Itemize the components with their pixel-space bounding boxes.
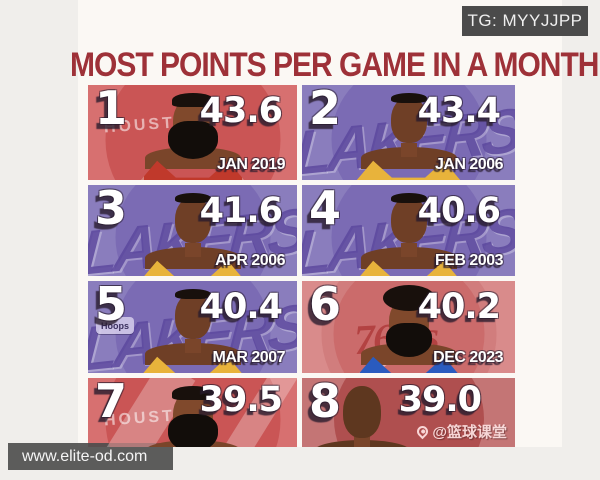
avatar-shoulders — [144, 343, 241, 365]
avatar-beard — [385, 323, 432, 357]
avatar-beard — [167, 121, 218, 159]
ppg-value: 41.6 — [199, 191, 283, 231]
tg-channel-badge: TG: MYYJJPP — [462, 6, 588, 36]
credit-watermark-text: @篮球课堂 — [432, 424, 507, 441]
rank-card-8: 8 39.0 @篮球课堂 — [302, 378, 515, 447]
hoops-badge: Hoops — [96, 317, 134, 334]
avatar-hair — [382, 285, 435, 311]
player-photo-kobe — [349, 191, 469, 276]
rank-card-1: HOUST 1 43.6 JAN 2019 — [88, 85, 297, 180]
avatar-neck — [400, 143, 417, 157]
avatar-shoulders — [144, 247, 241, 269]
avatar-neck — [184, 243, 201, 257]
rank-number: 3 — [95, 185, 128, 235]
month-label: APR 2006 — [215, 252, 285, 269]
ppg-value: 39.5 — [199, 380, 283, 420]
rank-card-2: LAKERS 2 43.4 JAN 2006 — [302, 85, 515, 180]
ppg-value: 40.4 — [199, 287, 283, 327]
site-watermark-badge: www.elite-od.com — [8, 443, 173, 470]
rank-number: 7 — [95, 378, 128, 428]
weibo-eye-icon — [415, 423, 431, 440]
ppg-value: 43.6 — [199, 91, 283, 131]
rank-number: 6 — [309, 281, 342, 331]
avatar-hair — [174, 289, 211, 299]
rank-number: 8 — [309, 378, 342, 428]
avatar-head — [390, 97, 427, 143]
ppg-value: 40.6 — [417, 191, 501, 231]
rank-card-7: HOUST 7 39.5 — [88, 378, 297, 447]
month-label: JAN 2019 — [216, 156, 286, 173]
avatar-hair — [174, 193, 211, 203]
avatar-head — [342, 386, 381, 438]
rank-number: 4 — [309, 185, 342, 235]
month-label: MAR 2007 — [212, 349, 286, 366]
page-title: MOST POINTS PER GAME IN A MONTH — [70, 46, 599, 84]
avatar-head — [174, 197, 211, 243]
player-photo-kobe — [349, 91, 469, 180]
rank-number: 5 — [95, 281, 128, 331]
avatar-neck — [400, 243, 417, 257]
rank-card-3: LAKERS 3 41.6 APR 2006 — [88, 185, 297, 276]
avatar-shoulders — [360, 147, 457, 169]
player-photo-kobe — [133, 191, 253, 276]
avatar-head — [390, 197, 427, 243]
player-photo-jordan — [302, 384, 422, 447]
avatar-beard — [167, 414, 218, 447]
avatar-shoulders — [360, 247, 457, 269]
site-watermark-text: www.elite-od.com — [22, 447, 148, 465]
month-label: DEC 2023 — [433, 349, 503, 366]
avatar-hair — [171, 93, 214, 107]
ppg-value: 39.0 — [398, 380, 482, 420]
rank-card-5: LAKERS Hoops 5 40.4 MAR 2007 — [88, 281, 297, 373]
avatar-head — [174, 293, 211, 339]
ppg-value: 43.4 — [417, 91, 501, 131]
player-photo-kobe — [133, 287, 253, 373]
avatar-neck — [353, 436, 370, 447]
tg-channel-label: TG: MYYJJPP — [467, 11, 583, 30]
avatar-hair — [171, 386, 214, 400]
player-photo-embiid — [349, 285, 469, 373]
rank-card-4: LAKERS 4 40.6 FEB 2003 — [302, 185, 515, 276]
ppg-value: 40.2 — [417, 287, 501, 327]
month-label: JAN 2006 — [434, 156, 504, 173]
player-photo-harden — [133, 384, 253, 447]
rank-number: 1 — [95, 85, 128, 135]
player-photo-harden — [133, 91, 253, 180]
avatar-hair — [390, 193, 427, 203]
avatar-hair — [390, 93, 427, 103]
avatar-neck — [184, 339, 201, 353]
credit-watermark: @篮球课堂 — [415, 421, 507, 442]
month-label: FEB 2003 — [434, 252, 504, 269]
rank-number: 2 — [309, 85, 342, 135]
rank-card-6: 76ers 6 40.2 DEC 2023 — [302, 281, 515, 373]
